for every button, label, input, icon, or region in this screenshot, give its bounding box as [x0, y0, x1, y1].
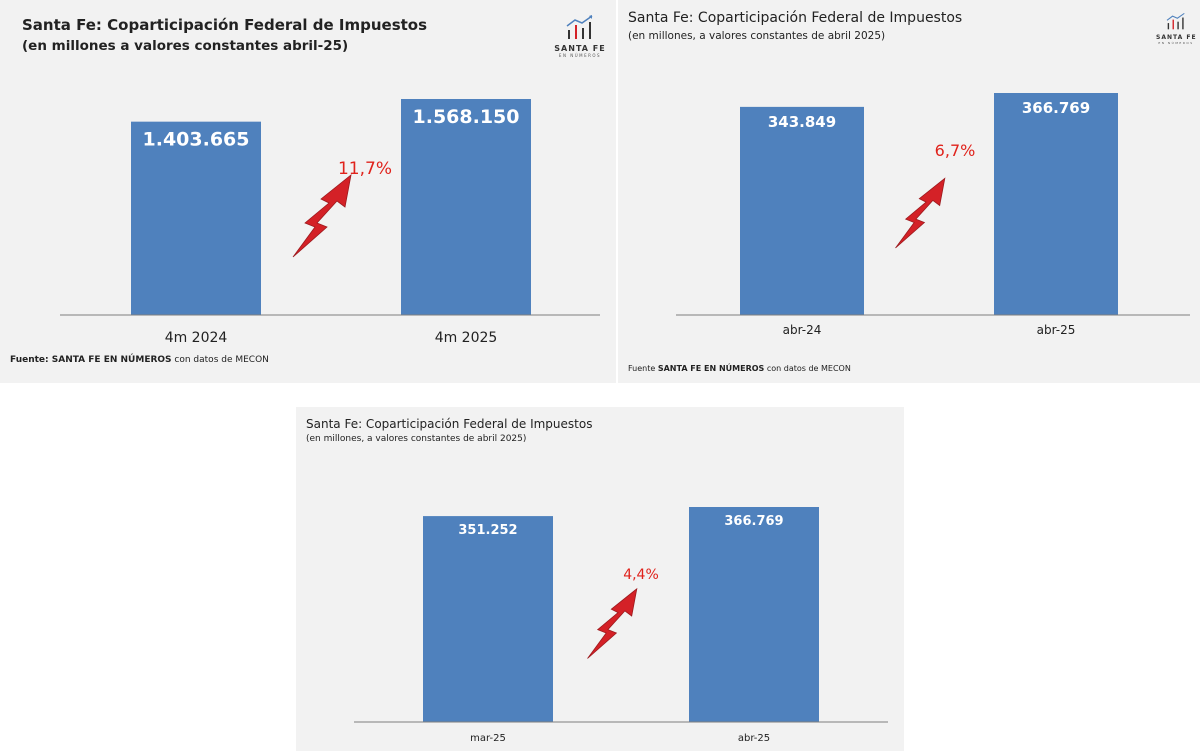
source-prefix: Fuente:	[10, 355, 52, 365]
source-note: Fuente SANTA FE EN NÚMEROS con datos de …	[628, 364, 851, 373]
category-tick-label: mar-25	[470, 733, 506, 744]
logo-text: SANTA FE	[554, 44, 606, 53]
source-rest: con datos de MECON	[764, 364, 851, 373]
bar-value-label: 1.568.150	[413, 106, 520, 128]
bar-chart-3: 351.252 mar-25 366.769 abr-25 4,4%	[354, 507, 888, 744]
category-tick-label: 4m 2024	[165, 330, 228, 346]
bar-chart-logo-icon	[566, 15, 593, 39]
category-tick-label: abr-25	[1037, 323, 1076, 337]
category-tick-label: abr-24	[783, 323, 822, 337]
source-rest: con datos de MECON	[171, 355, 269, 365]
source-note: Fuente: SANTA FE EN NÚMEROS con datos de…	[10, 355, 269, 365]
chart-title: Santa Fe: Coparticipación Federal de Imp…	[628, 10, 963, 26]
logo-subtext: EN NÚMEROS	[558, 53, 602, 58]
bar	[423, 516, 553, 722]
source-bold: SANTA FE EN NÚMEROS	[51, 355, 172, 365]
bar-value-label: 366.769	[1022, 99, 1090, 117]
bar	[401, 99, 531, 315]
chart-title: Santa Fe: Coparticipación Federal de Imp…	[306, 417, 593, 431]
chart-title: Santa Fe: Coparticipación Federal de Imp…	[22, 16, 428, 34]
bar	[994, 93, 1118, 315]
bar-chart-2: 343.849 abr-24 366.769 abr-25 6,7%	[676, 93, 1190, 337]
bar	[131, 121, 261, 315]
bar	[689, 507, 819, 722]
growth-arrow-icon	[895, 177, 946, 249]
category-tick-label: 4m 2025	[435, 330, 498, 346]
growth-arrow-icon	[587, 587, 638, 659]
bar-chart-1: 1.403.665 4m 2024 1.568.150 4m 2025 11,7%	[60, 99, 600, 346]
bar-value-label: 351.252	[458, 523, 517, 538]
change-percent-label: 6,7%	[935, 141, 976, 160]
santa-fe-logo: SANTA FE EN NÚMEROS	[554, 14, 606, 58]
growth-arrow-icon	[292, 174, 352, 258]
chart-panel-1: Santa Fe: Coparticipación Federal de Imp…	[0, 0, 616, 383]
logo-text: SANTA FE	[1156, 34, 1197, 41]
change-percent-label: 4,4%	[623, 567, 659, 583]
chart-subtitle: (en millones a valores constantes abril-…	[22, 38, 349, 54]
chart-panel-2: Santa Fe: Coparticipación Federal de Imp…	[618, 0, 1200, 383]
change-percent-label: 11,7%	[338, 159, 392, 179]
bar	[740, 106, 864, 316]
chart-subtitle: (en millones, a valores constantes de ab…	[628, 30, 886, 42]
bar-chart-logo-icon	[1166, 12, 1185, 30]
logo-subtext: EN NÚMEROS	[1158, 41, 1194, 45]
santa-fe-logo: SANTA FE EN NÚMEROS	[1156, 12, 1196, 45]
chart-panel-3: Santa Fe: Coparticipación Federal de Imp…	[296, 407, 904, 751]
chart-subtitle: (en millones, a valores constantes de ab…	[306, 434, 527, 444]
bar-value-label: 1.403.665	[143, 129, 250, 151]
category-tick-label: abr-25	[738, 733, 770, 744]
source-prefix: Fuente	[628, 364, 658, 373]
bar-value-label: 366.769	[724, 514, 783, 529]
source-bold: SANTA FE EN NÚMEROS	[657, 364, 765, 373]
bar-value-label: 343.849	[768, 113, 836, 131]
